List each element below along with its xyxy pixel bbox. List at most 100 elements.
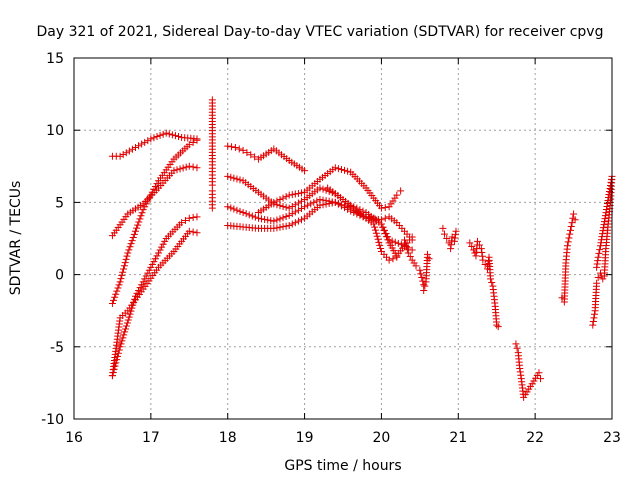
data-point <box>179 164 187 172</box>
data-point <box>310 198 318 206</box>
data-point <box>242 210 250 218</box>
data-point <box>297 189 305 197</box>
data-point <box>189 138 197 146</box>
data-point <box>397 187 405 195</box>
data-point <box>394 239 402 247</box>
data-point <box>227 204 235 212</box>
data-point <box>279 202 287 210</box>
data-point <box>319 201 327 209</box>
data-point <box>135 218 143 226</box>
data-point <box>133 224 141 232</box>
data-point <box>425 255 433 263</box>
data-point <box>208 204 216 212</box>
x-axis-label: GPS time / hours <box>284 458 401 474</box>
data-point <box>120 331 128 339</box>
data-point <box>420 286 428 294</box>
series-scatter-20.9 <box>439 224 460 253</box>
data-point <box>604 197 612 205</box>
data-point <box>478 252 486 260</box>
data-point <box>151 183 159 191</box>
data-point <box>371 223 379 231</box>
series-scatter-22.4 <box>558 210 579 306</box>
data-point <box>182 163 190 171</box>
data-point <box>141 138 149 146</box>
data-point <box>150 134 158 142</box>
plot-frame <box>73 57 613 420</box>
data-point <box>477 245 485 253</box>
data-point <box>297 204 305 212</box>
data-point <box>288 220 296 228</box>
data-point <box>273 216 281 224</box>
data-point <box>282 222 290 230</box>
data-point <box>288 202 296 210</box>
data-point <box>594 273 602 281</box>
data-point <box>158 243 166 251</box>
data-point <box>594 253 602 261</box>
data-point <box>267 217 275 225</box>
data-point <box>147 191 155 199</box>
y-tick-label: 5 <box>55 195 64 211</box>
data-point <box>404 249 412 257</box>
data-point <box>147 135 155 143</box>
data-point <box>594 257 602 265</box>
data-point <box>334 165 342 173</box>
data-point <box>517 371 525 379</box>
data-point <box>301 203 309 211</box>
data-point <box>121 259 129 267</box>
data-point <box>379 223 387 231</box>
data-point <box>593 263 601 271</box>
data-point <box>193 136 201 144</box>
data-point <box>228 143 236 151</box>
data-point <box>328 199 336 207</box>
data-point <box>156 131 164 139</box>
data-point <box>484 261 492 269</box>
data-point <box>233 206 241 214</box>
data-point <box>388 237 396 245</box>
data-point <box>270 224 278 232</box>
data-point <box>279 214 287 222</box>
data-point <box>567 222 575 230</box>
data-point <box>276 202 284 210</box>
data-point <box>604 194 612 202</box>
data-point <box>602 206 610 214</box>
data-point <box>119 150 127 158</box>
data-point <box>168 131 176 139</box>
data-point <box>294 206 302 214</box>
data-point <box>285 211 293 219</box>
data-point <box>285 222 293 230</box>
data-point <box>373 232 381 240</box>
data-point <box>130 230 138 238</box>
data-point <box>282 203 290 211</box>
data-point <box>600 221 608 229</box>
data-point <box>227 173 235 181</box>
data-point <box>374 235 382 243</box>
data-point <box>134 221 142 229</box>
data-point <box>593 279 601 287</box>
data-point <box>150 258 158 266</box>
data-point <box>123 319 131 327</box>
data-point <box>568 219 576 227</box>
data-point <box>344 203 352 211</box>
data-point <box>377 204 385 212</box>
data-point <box>245 211 253 219</box>
data-point <box>385 256 393 264</box>
data-point <box>231 144 239 152</box>
data-point <box>110 296 118 304</box>
data-point <box>251 213 259 221</box>
series-scatter-17.8 <box>208 96 216 212</box>
data-point <box>135 142 143 150</box>
data-point <box>122 322 130 330</box>
x-tick-label: 22 <box>526 430 544 446</box>
data-point <box>418 273 426 281</box>
data-point <box>138 209 146 217</box>
data-point <box>127 240 135 248</box>
data-point <box>316 184 324 192</box>
data-point <box>440 230 448 238</box>
data-point <box>159 130 167 138</box>
data-point <box>439 224 447 232</box>
data-point <box>566 226 574 234</box>
data-point <box>356 209 364 217</box>
series-arc-6 <box>224 142 309 175</box>
data-point <box>447 241 455 249</box>
